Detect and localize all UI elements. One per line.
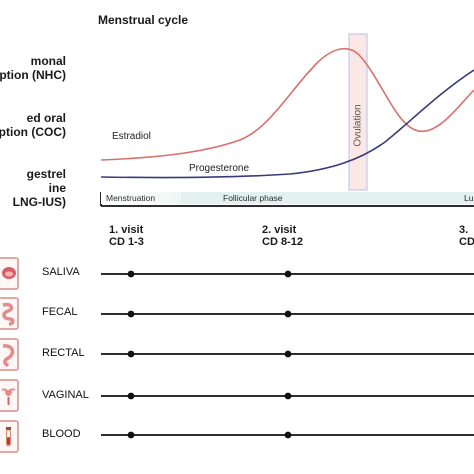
uterus-icon [0,379,19,412]
sample-label-rectal: RECTAL [42,347,85,359]
sample-label-saliva: SALIVA [42,266,80,278]
group-label-lng-line1: gestrel [26,167,66,181]
group-label-nhc: monal eption (NHC) [0,54,66,82]
dot-vaginal-visit1 [127,392,135,400]
phase-luteal-label: Lu [464,193,474,203]
estradiol-label: Estradiol [112,131,151,142]
group-label-coc: ed oral eption (COC) [0,111,66,139]
intestine-icon [0,297,19,330]
progesterone-label: Progesterone [189,163,250,174]
group-label-coc-line2: eption (COC) [0,125,66,139]
blood-tube-icon [0,420,19,453]
progesterone-curve [100,69,474,179]
rectum-icon [0,338,19,371]
visit-1-days: CD 1-3 [109,236,144,248]
dot-rectal-visit1 [127,350,135,358]
phase-follicular-label: Follicular phase [223,193,283,203]
phase-bar: Menstruation Follicular phase Lu [101,192,474,204]
ovulation-label: Ovulation [352,104,364,147]
group-label-coc-line1: ed oral [26,111,66,125]
phase-menstruation: Menstruation [101,192,181,204]
group-label-lng-ius: gestrel ine LNG-IUS) [13,167,66,209]
visit-2-label: 2. visit CD 8-12 [262,224,303,248]
dot-saliva-visit1 [127,270,135,278]
visit-3-days: CD [459,236,474,248]
phase-menstruation-label: Menstruation [106,193,156,203]
dot-vaginal-visit2 [284,392,292,400]
group-label-lng-line2: ine [48,181,66,195]
sample-label-vaginal: VAGINAL [42,389,89,401]
dot-saliva-visit2 [284,270,292,278]
diagram-title: Menstrual cycle [98,13,189,27]
visit-1-title: 1. visit [109,224,144,236]
phase-follicular: Follicular phase Lu [181,192,474,204]
sample-dots [127,270,292,439]
dot-blood-visit1 [127,431,135,439]
sample-label-fecal: FECAL [42,306,78,318]
visit-1-label: 1. visit CD 1-3 [109,224,144,248]
group-label-nhc-line2: eption (NHC) [0,68,66,82]
visit-2-title: 2. visit [262,224,297,236]
dot-rectal-visit2 [284,350,292,358]
group-label-lng-line3: LNG-IUS) [12,195,66,209]
group-label-nhc-line1: monal [30,54,66,68]
dot-blood-visit2 [284,431,292,439]
ovulation-band [348,33,368,191]
sample-label-blood: BLOOD [42,428,81,440]
visit-2-days: CD 8-12 [262,236,303,248]
visit-3-label: 3. CD [459,224,474,248]
visit-3-title: 3. [459,224,469,236]
dot-fecal-visit1 [127,310,135,318]
estradiol-curve [100,48,474,161]
dot-fecal-visit2 [284,310,292,318]
mouth-icon [0,257,19,290]
